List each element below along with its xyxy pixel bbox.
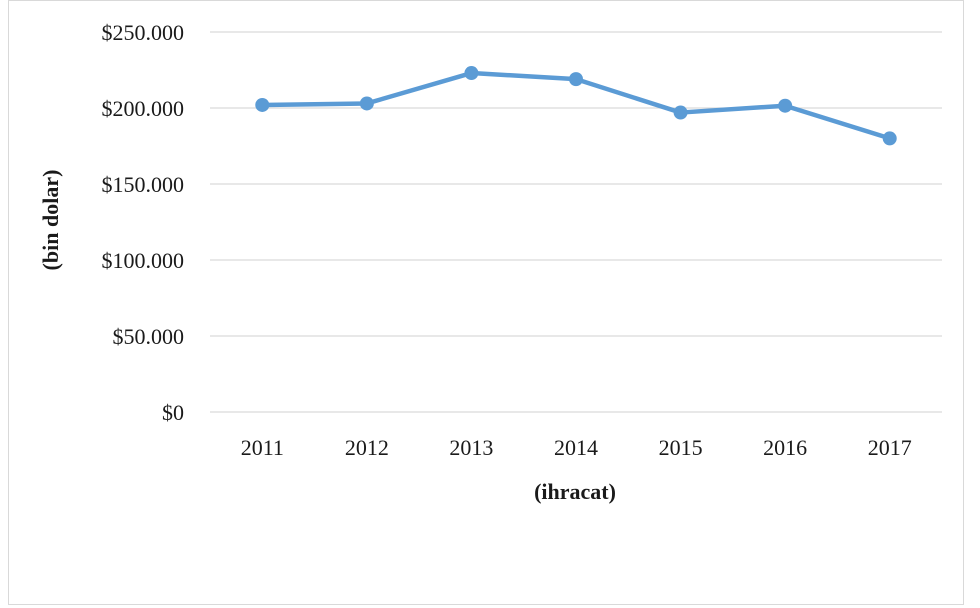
data-point bbox=[673, 105, 688, 120]
y-tick-label: $0 bbox=[162, 400, 184, 425]
data-point bbox=[464, 66, 479, 81]
chart-frame bbox=[8, 0, 964, 605]
gridlines bbox=[210, 31, 942, 413]
y-tick-label: $200.000 bbox=[102, 96, 185, 121]
x-tick-label: 2013 bbox=[449, 435, 493, 460]
y-tick-label: $150.000 bbox=[102, 172, 185, 197]
y-tick-label: $100.000 bbox=[102, 248, 185, 273]
data-point bbox=[255, 97, 270, 112]
y-tick-label: $250.000 bbox=[102, 20, 185, 45]
x-tick-label: 2015 bbox=[659, 435, 703, 460]
x-tick-label: 2016 bbox=[763, 435, 807, 460]
y-tick-label: $50.000 bbox=[113, 324, 185, 349]
data-point bbox=[882, 131, 897, 146]
y-tick-labels: $0 $50.000 $100.000 $150.000 $200.000 $250.00… bbox=[102, 20, 185, 425]
x-tick-label: 2012 bbox=[345, 435, 389, 460]
series-group bbox=[255, 66, 897, 146]
x-axis-title: (ihracat) bbox=[534, 479, 616, 504]
x-tick-label: 2017 bbox=[868, 435, 912, 460]
y-axis-title: (bin dolar) bbox=[38, 170, 63, 271]
data-point bbox=[359, 96, 374, 111]
x-tick-label: 2011 bbox=[241, 435, 284, 460]
x-tick-label: 2014 bbox=[554, 435, 598, 460]
data-point bbox=[778, 98, 793, 113]
x-tick-labels: 2011 2012 2013 2014 2015 2016 2017 bbox=[241, 435, 912, 460]
data-point bbox=[569, 72, 583, 87]
